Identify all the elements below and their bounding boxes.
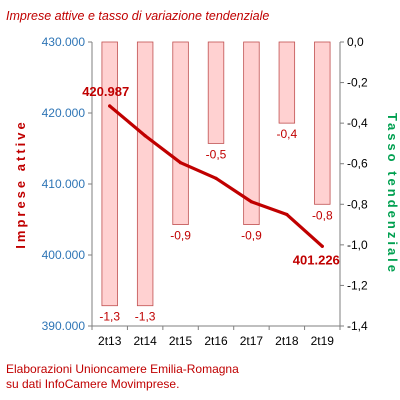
x-tick-label: 2t17 bbox=[240, 334, 264, 348]
bar-label-2t15: -0,9 bbox=[170, 229, 191, 243]
bar-label-2t14: -1,3 bbox=[135, 310, 156, 324]
bar-label-2t13: -1,3 bbox=[99, 310, 120, 324]
footer-note: Elaborazioni Unioncamere Emilia-Romagna … bbox=[6, 362, 239, 392]
bar-2t16 bbox=[207, 41, 225, 144]
right-tick-label: -0,4 bbox=[347, 116, 368, 130]
bar-label-2t16: -0,5 bbox=[206, 147, 227, 161]
bar-2t14 bbox=[136, 41, 154, 307]
right-tick-label: -1,2 bbox=[347, 278, 368, 292]
line-point-2t14 bbox=[143, 134, 147, 138]
bar-2t13 bbox=[101, 41, 118, 307]
left-tick-label: 390.000 bbox=[42, 319, 86, 333]
y-axis-title: Imprese attive bbox=[13, 119, 28, 248]
line-point-2t18 bbox=[285, 212, 289, 217]
x-tick-label: 2t13 bbox=[98, 334, 122, 348]
chart-title: Imprese attive e tasso di variazione ten… bbox=[6, 9, 270, 23]
x-tick-label: 2t15 bbox=[169, 334, 193, 348]
bar-2t18 bbox=[278, 41, 296, 124]
right-tick-label: 0,0 bbox=[347, 35, 364, 49]
bar-label-2t17: -0,9 bbox=[241, 229, 262, 243]
line-point-2t15 bbox=[178, 161, 183, 165]
bar-label-2t19: -0,8 bbox=[312, 208, 333, 222]
line-point-2t16 bbox=[214, 176, 218, 180]
right-tick-label: -0,8 bbox=[347, 197, 368, 211]
footer-line-2: su dati InfoCamere Movimprese. bbox=[6, 377, 180, 391]
bar-2t15 bbox=[172, 41, 189, 225]
left-tick-label: 410.000 bbox=[42, 177, 86, 191]
x-tick-label: 2t18 bbox=[275, 334, 299, 348]
bars-group bbox=[101, 41, 331, 307]
point-label-last: 401.226 bbox=[293, 252, 340, 267]
x-tick-label: 2t16 bbox=[204, 334, 228, 348]
point-label-first: 420.987 bbox=[82, 84, 129, 99]
right-tick-label: -1,4 bbox=[347, 319, 368, 333]
left-tick-label: 430.000 bbox=[42, 35, 86, 49]
left-tick-label: 420.000 bbox=[42, 106, 86, 120]
x-tick-label: 2t14 bbox=[133, 334, 157, 348]
bar-label-2t18: -0,4 bbox=[277, 127, 298, 141]
left-tick-label: 400.000 bbox=[42, 248, 86, 262]
labels-group: -1,3 -1,3 -0,9 -0,5 -0,9 -0,4 -0,8 420.987 401.2… bbox=[82, 84, 340, 324]
right-tick-label: -1,0 bbox=[347, 238, 368, 252]
y2-axis-title: Tasso tendenziale bbox=[385, 113, 400, 275]
line-point-2t17 bbox=[249, 200, 254, 204]
right-tick-label: -0,2 bbox=[347, 76, 368, 90]
line-point-2t19 bbox=[320, 244, 324, 248]
right-tick-label: -0,6 bbox=[347, 157, 368, 171]
axes-group: 390.000400.000410.000420.000430.000-1,4-… bbox=[13, 35, 400, 348]
x-tick-label: 2t19 bbox=[311, 334, 335, 348]
bar-2t17 bbox=[243, 41, 260, 225]
bar-2t19 bbox=[314, 41, 331, 205]
footer-line-1: Elaborazioni Unioncamere Emilia-Romagna bbox=[6, 362, 239, 376]
line-group bbox=[108, 104, 324, 248]
line-point-2t13 bbox=[108, 104, 112, 108]
